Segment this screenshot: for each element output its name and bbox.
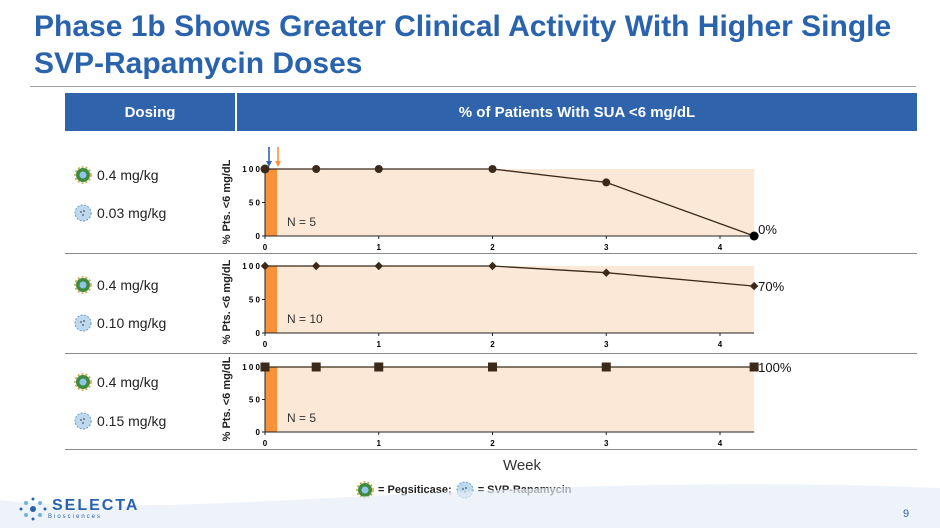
chart3-data-point bbox=[374, 362, 384, 372]
chart1-x-tick-label: 4 bbox=[718, 243, 723, 252]
chart2-x-tick-label: 4 bbox=[718, 340, 723, 349]
dose-svp-row2: 0.10 mg/kg bbox=[74, 314, 166, 332]
chart1-series-line bbox=[265, 168, 755, 237]
chart1-dose-bar bbox=[265, 169, 277, 236]
chart3-data-point bbox=[311, 362, 321, 372]
chart2-y-tick-label: 0 bbox=[256, 329, 261, 338]
svp-dose-arrowhead-icon bbox=[266, 161, 272, 167]
chart1-data-point bbox=[312, 165, 321, 173]
svp-dose: 0.03 mg/kg bbox=[97, 205, 167, 221]
dose-svp-row3: 0.15 mg/kg bbox=[74, 412, 166, 430]
chart3-shaded-area bbox=[265, 367, 755, 432]
chart2-shaded-area bbox=[265, 266, 755, 333]
chart1-n-annotation: N = 5 bbox=[287, 215, 316, 229]
chart3-x-tick-label: 1 bbox=[377, 439, 382, 448]
chart3-y-tick-label: 0 bbox=[256, 428, 261, 437]
svp-dose: 0.15 mg/kg bbox=[97, 413, 167, 429]
chart2-data-point bbox=[374, 261, 383, 271]
chart3-x-tick-label: 3 bbox=[604, 439, 609, 448]
selecta-logo: SELECTA Biosciences bbox=[18, 495, 139, 523]
chart3-data-point bbox=[601, 362, 611, 372]
dose-pegsiticase-row2: 0.4 mg/kg bbox=[74, 276, 158, 294]
title-divider bbox=[30, 86, 916, 87]
pegsiticase-dose: 0.4 mg/kg bbox=[97, 374, 159, 390]
chart2-end-label: 70% bbox=[758, 279, 784, 294]
chart3-data-point bbox=[260, 362, 270, 372]
svp-rapamycin-icon bbox=[74, 314, 92, 332]
chart3-data-point bbox=[749, 362, 759, 372]
chart1-y-tick-label: 1 0 0 bbox=[242, 165, 260, 174]
chart3-x-tick-label: 4 bbox=[718, 439, 723, 448]
page-title: Phase 1b Shows Greater Clinical Activity… bbox=[34, 10, 892, 80]
dose-pegsiticase-row3: 0.4 mg/kg bbox=[74, 373, 158, 391]
pegsiticase-icon bbox=[356, 481, 374, 499]
chart3-end-label: 100% bbox=[758, 360, 792, 375]
pegsiticase-dose: 0.4 mg/kg bbox=[97, 167, 159, 183]
chart1-end-label: 0% bbox=[758, 222, 777, 237]
chart3-x-tick-label: 0 bbox=[263, 439, 268, 448]
chart3-y-tick-label: 1 0 0 bbox=[242, 363, 260, 372]
chart1-data-point bbox=[602, 178, 611, 187]
chart1-data-point bbox=[260, 164, 270, 174]
pegsiticase-icon bbox=[74, 166, 92, 184]
logo-text: SELECTA bbox=[52, 497, 140, 514]
chart2-data-point bbox=[602, 268, 611, 277]
header-percent: % of Patients With SUA <6 mg/dL bbox=[237, 93, 917, 131]
chart2-x-tick-label: 3 bbox=[604, 340, 609, 349]
chart2-data-point bbox=[488, 261, 497, 271]
chart1-data-point bbox=[749, 231, 759, 241]
chart2-data-point bbox=[311, 261, 321, 271]
chart1-data-point bbox=[374, 165, 383, 173]
svp-rapamycin-icon bbox=[74, 204, 92, 222]
pegsiticase-dose-arrowhead-icon bbox=[275, 161, 281, 167]
chart1-x-tick-label: 1 bbox=[377, 243, 382, 252]
chart2-data-point bbox=[260, 261, 270, 271]
chart3-y-tick-label: 5 0 bbox=[249, 396, 261, 405]
chart1-y-tick-label: 0 bbox=[256, 232, 261, 241]
chart1-shaded-area bbox=[265, 169, 755, 236]
chart3-x-tick-label: 2 bbox=[490, 439, 495, 448]
page-number: 9 bbox=[903, 508, 910, 520]
row-divider bbox=[65, 449, 917, 450]
chart1-data-point bbox=[488, 165, 497, 173]
chart2-y-tick-label: 1 0 0 bbox=[242, 262, 260, 271]
logo-subtext: Biosciences bbox=[48, 514, 103, 520]
chart1-x-tick-label: 3 bbox=[604, 243, 609, 252]
pegsiticase-icon bbox=[74, 276, 92, 294]
svp-dose: 0.10 mg/kg bbox=[97, 315, 167, 331]
chart1-x-tick-label: 2 bbox=[490, 243, 495, 252]
chart1-y-tick-label: 5 0 bbox=[249, 199, 261, 208]
chart2-x-tick-label: 0 bbox=[263, 340, 268, 349]
chart2-n-annotation: N = 10 bbox=[287, 312, 323, 326]
chart1-x-tick-label: 0 bbox=[263, 243, 268, 252]
chart2-series-line bbox=[265, 265, 755, 287]
svp-rapamycin-icon bbox=[74, 412, 92, 430]
header-dosing: Dosing bbox=[65, 93, 235, 131]
header-separator bbox=[235, 93, 237, 131]
chart2-x-tick-label: 2 bbox=[490, 340, 495, 349]
chart2-data-point bbox=[749, 281, 759, 291]
dose-svp-row1: 0.03 mg/kg bbox=[74, 204, 166, 222]
chart2-x-tick-label: 1 bbox=[377, 340, 382, 349]
chart2-y-tick-label: 5 0 bbox=[249, 296, 261, 305]
chart3-data-point bbox=[488, 362, 497, 372]
row-divider bbox=[65, 253, 917, 254]
chart3-n-annotation: N = 5 bbox=[287, 411, 316, 425]
dose-pegsiticase-row1: 0.4 mg/kg bbox=[74, 166, 158, 184]
pegsiticase-dose: 0.4 mg/kg bbox=[97, 277, 159, 293]
logo-icon bbox=[19, 497, 47, 521]
chart2-dose-bar bbox=[265, 266, 277, 333]
footer-wave bbox=[0, 484, 940, 528]
chart3-dose-bar bbox=[265, 367, 277, 432]
x-axis-label: Week bbox=[502, 457, 542, 474]
row-divider bbox=[65, 353, 917, 354]
pegsiticase-icon bbox=[74, 373, 92, 391]
